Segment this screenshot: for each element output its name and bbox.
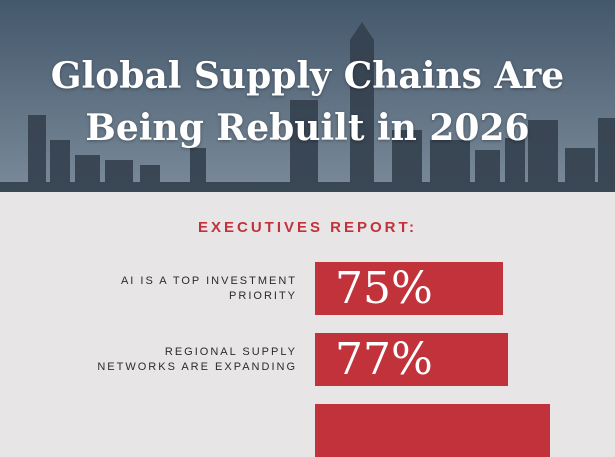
chart-subtitle: EXECUTIVES REPORT: bbox=[197, 219, 418, 236]
chart-title: Global Supply Chains Are Being Rebuilt i… bbox=[50, 55, 565, 149]
skyline-photo bbox=[0, 0, 615, 192]
bar bbox=[315, 262, 503, 315]
bar bbox=[315, 333, 508, 386]
category-label: REGIONAL SUPPLY NETWORKS ARE EXPANDING bbox=[97, 346, 297, 373]
value-label: 77% bbox=[335, 334, 433, 385]
bar bbox=[315, 404, 550, 457]
category-label: AI IS A TOP INVESTMENT PRIORITY bbox=[120, 275, 297, 302]
value-label: 75% bbox=[335, 263, 433, 314]
